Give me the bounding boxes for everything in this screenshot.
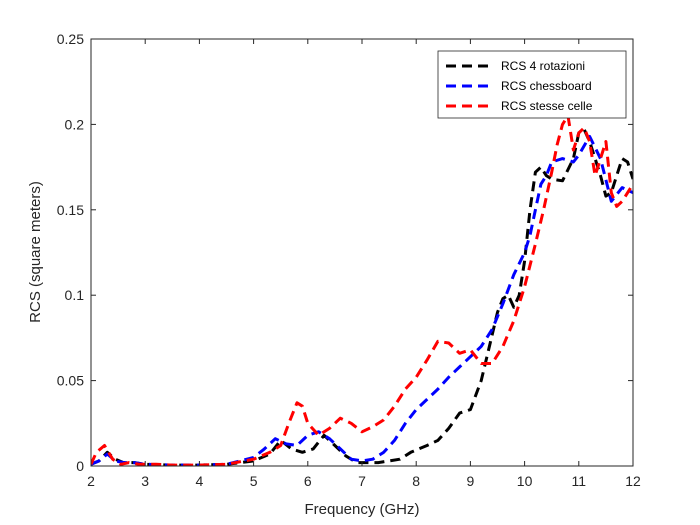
x-tick-label: 12 [625,473,641,489]
y-ticks: 0 0.05 0.1 0.15 0.2 0.25 [57,31,633,474]
x-tick-label: 5 [250,473,258,489]
legend: RCS 4 rotazioni RCS chessboard RCS stesse … [437,50,627,119]
x-tick-label: 4 [196,473,204,489]
y-tick-label: 0.1 [65,287,85,303]
x-axis-label: Frequency (GHz) [304,501,419,518]
x-tick-label: 10 [517,473,533,489]
series-line-3 [91,114,633,466]
legend-label-2: RCS chessboard [501,79,592,93]
x-ticks: 2 3 4 5 6 7 8 9 10 11 12 [87,39,641,489]
legend-label-3: RCS stesse celle [501,99,593,113]
x-tick-label: 8 [412,473,420,489]
y-tick-label: 0.2 [65,116,85,132]
x-tick-label: 9 [467,473,475,489]
x-tick-label: 3 [141,473,149,489]
y-tick-label: 0 [76,458,84,474]
x-tick-label: 7 [358,473,366,489]
x-tick-label: 11 [572,473,587,489]
y-axis-label: RCS (square meters) [27,181,44,323]
legend-entries: RCS 4 rotazioni RCS chessboard RCS stesse … [446,59,593,113]
legend-label-1: RCS 4 rotazioni [501,59,585,73]
y-tick-label: 0.25 [57,31,84,47]
x-tick-label: 2 [87,473,95,489]
y-tick-label: 0.15 [57,202,84,218]
y-tick-label: 0.05 [57,373,84,389]
x-tick-label: 6 [304,473,312,489]
